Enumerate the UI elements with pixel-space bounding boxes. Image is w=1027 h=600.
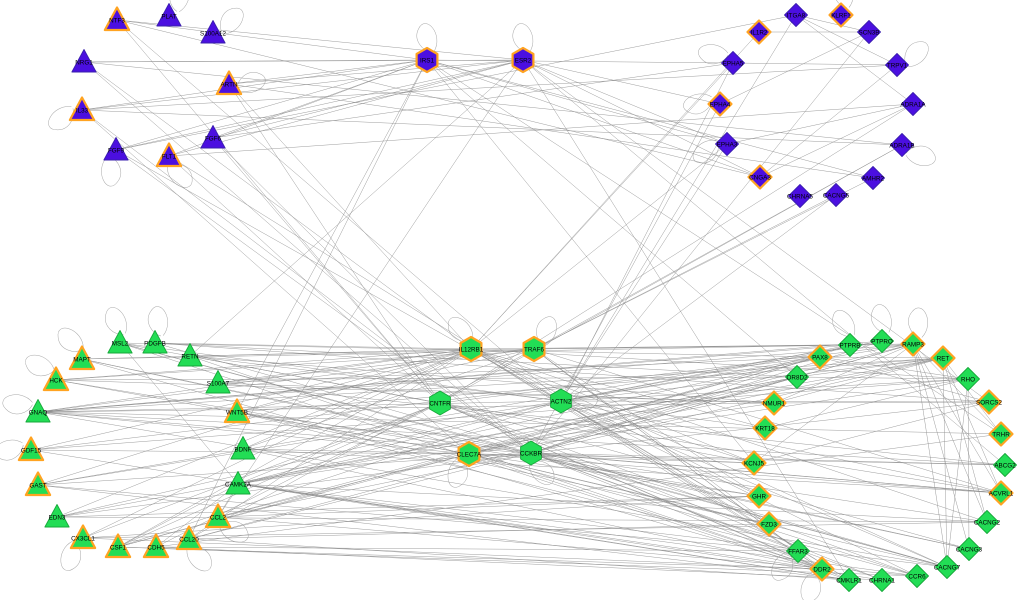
svg-text:CMKLR1: CMKLR1 (836, 577, 862, 584)
svg-text:SCN3B: SCN3B (859, 29, 880, 36)
svg-text:IL1R2: IL1R2 (751, 29, 768, 36)
svg-text:ESR2: ESR2 (515, 57, 532, 64)
svg-text:CDH5: CDH5 (147, 544, 165, 551)
svg-text:ACTN2: ACTN2 (551, 398, 572, 405)
svg-text:ADRA1B: ADRA1B (889, 142, 914, 149)
svg-text:CHRNA1: CHRNA1 (869, 577, 895, 584)
svg-text:RET: RET (937, 355, 950, 362)
svg-text:ACVRL1: ACVRL1 (989, 490, 1014, 497)
svg-text:NRG1: NRG1 (75, 59, 93, 66)
svg-text:ADRA1A: ADRA1A (900, 101, 926, 108)
svg-text:CACNG2: CACNG2 (974, 519, 1001, 526)
svg-text:MSL2: MSL2 (112, 340, 129, 347)
svg-text:PTPRB: PTPRB (840, 342, 861, 349)
svg-text:CX3CL1: CX3CL1 (71, 535, 95, 542)
svg-text:BDNF: BDNF (234, 446, 251, 453)
svg-text:FGF6: FGF6 (205, 135, 222, 142)
svg-text:RETN: RETN (181, 353, 199, 360)
svg-text:FGF9: FGF9 (108, 147, 125, 154)
svg-text:CHRNA5: CHRNA5 (787, 193, 813, 200)
svg-text:CCR6: CCR6 (908, 573, 926, 580)
svg-text:ITGA8: ITGA8 (787, 12, 806, 19)
svg-text:EDN3: EDN3 (49, 514, 66, 521)
svg-text:AMHR2: AMHR2 (862, 175, 885, 182)
svg-text:CACNG7: CACNG7 (934, 564, 961, 571)
svg-text:EPHA3: EPHA3 (717, 141, 738, 148)
svg-text:PLAT: PLAT (161, 13, 176, 20)
svg-text:EPHA4: EPHA4 (710, 101, 731, 108)
svg-text:CCL2: CCL2 (210, 514, 227, 521)
svg-text:CNGA3: CNGA3 (749, 174, 771, 181)
svg-text:PTPRO: PTPRO (871, 338, 893, 345)
svg-text:KCNJ5: KCNJ5 (744, 460, 764, 467)
svg-text:RHO: RHO (961, 376, 975, 383)
svg-text:IL33: IL33 (76, 107, 89, 114)
svg-text:GAST: GAST (29, 482, 46, 489)
svg-text:ARTN: ARTN (220, 81, 237, 88)
svg-text:S100A7: S100A7 (207, 380, 230, 387)
svg-text:PAX8: PAX8 (812, 354, 828, 361)
svg-text:TRPV1: TRPV1 (887, 62, 908, 69)
svg-text:KRT18: KRT18 (755, 425, 775, 432)
svg-text:CACNG3: CACNG3 (956, 546, 983, 553)
svg-text:WNT5B: WNT5B (226, 409, 248, 416)
svg-text:OR8D2: OR8D2 (787, 374, 808, 381)
svg-text:ABCG2: ABCG2 (994, 462, 1016, 469)
svg-text:GNAQ: GNAQ (29, 409, 48, 416)
svg-text:TRAF6: TRAF6 (524, 346, 544, 353)
svg-text:GHR: GHR (752, 493, 766, 500)
svg-text:CNTFR: CNTFR (429, 400, 451, 407)
svg-text:NMUR1: NMUR1 (763, 400, 786, 407)
svg-text:FFAR3: FFAR3 (788, 548, 808, 555)
svg-text:CCKBR: CCKBR (520, 450, 542, 457)
svg-text:HCK: HCK (49, 377, 63, 384)
svg-text:IRS1: IRS1 (420, 57, 434, 64)
svg-text:CSF1: CSF1 (110, 544, 127, 551)
svg-text:IL12RB1: IL12RB1 (459, 346, 484, 353)
svg-text:KLRF1: KLRF1 (831, 12, 851, 19)
svg-text:DDR2: DDR2 (813, 566, 831, 573)
svg-text:RAMP3: RAMP3 (902, 341, 924, 348)
svg-text:CLEC7A: CLEC7A (457, 451, 482, 458)
svg-text:PDGFB: PDGFB (144, 340, 166, 347)
svg-text:CCL20: CCL20 (179, 536, 199, 543)
svg-text:CAMK2A: CAMK2A (225, 481, 252, 488)
svg-text:CACNG5: CACNG5 (823, 192, 850, 199)
svg-text:MAPT: MAPT (73, 356, 91, 363)
svg-text:TRHR: TRHR (992, 431, 1010, 438)
svg-text:EPHA5: EPHA5 (723, 60, 744, 67)
svg-text:SORCS2: SORCS2 (976, 399, 1002, 406)
svg-text:FZD3: FZD3 (761, 521, 777, 528)
svg-text:NTF3: NTF3 (109, 17, 125, 24)
svg-text:FLT1: FLT1 (162, 153, 177, 160)
svg-text:S100A12: S100A12 (200, 30, 226, 37)
svg-text:GDF15: GDF15 (21, 447, 42, 454)
